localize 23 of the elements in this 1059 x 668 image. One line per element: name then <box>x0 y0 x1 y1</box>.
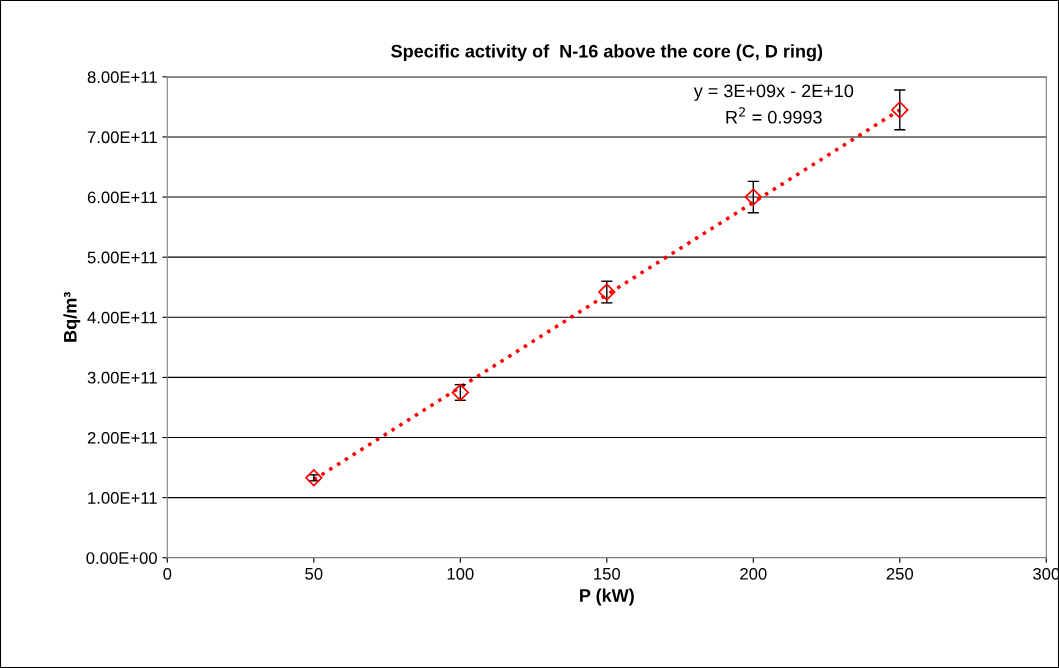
y-tick-label: 3.00E+11 <box>87 371 157 384</box>
point <box>744 188 762 206</box>
x-axis-title: P (kW) <box>580 588 634 606</box>
y-tick-label: 4.00E+11 <box>87 311 157 324</box>
y-tick-label: 1.00E+11 <box>88 492 157 504</box>
x-tick-label: 100 <box>447 567 474 580</box>
y-tick-label: 8.00E+11 <box>87 71 157 84</box>
annotation: y = 3E+09x - 2E+10 <box>693 84 854 101</box>
point <box>891 101 909 119</box>
y-tick-label: 5.00E+11 <box>87 251 157 264</box>
y-tick-label: 7.00E+11 <box>87 131 157 144</box>
y-tick-label: 6.00E+11 <box>87 191 157 204</box>
annotation: R$^{2}$ = 0.9993 <box>726 107 822 124</box>
y-axis-title: Bq/m³ <box>63 292 81 342</box>
y-tick-label: 2.00E+11 <box>87 431 157 444</box>
x-tick-label: 250 <box>886 567 914 580</box>
x-tick-label: 200 <box>740 567 767 580</box>
point <box>305 469 323 487</box>
chart-title: Specific activity of N-16 above the core (C, D ring) <box>391 44 823 62</box>
x-tick-label: 50 <box>305 567 323 580</box>
x-tick-label: 150 <box>594 567 621 580</box>
x-tick-label: 0 <box>163 567 172 580</box>
y-tick-label: 0.00E+00 <box>86 552 157 564</box>
